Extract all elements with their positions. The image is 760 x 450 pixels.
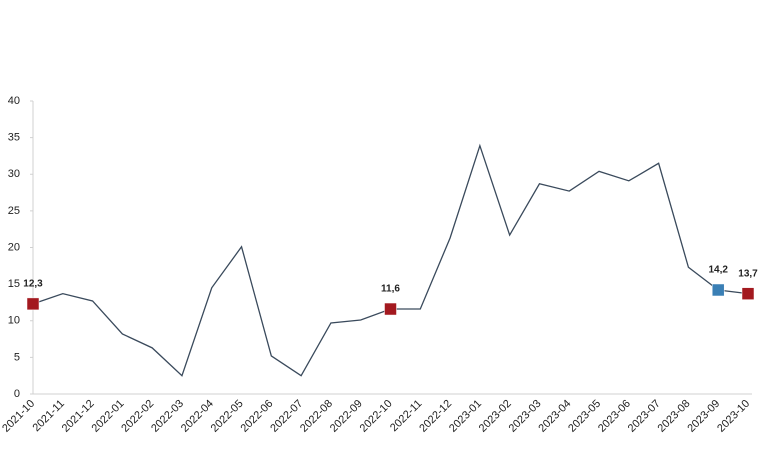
x-tick-label: 2022-10 xyxy=(358,398,395,435)
y-tick-label: 10 xyxy=(8,315,20,327)
marker xyxy=(711,283,725,297)
data-label: 13,7 xyxy=(738,268,758,279)
y-tick-label: 35 xyxy=(8,132,20,144)
marker xyxy=(741,287,755,300)
y-tick-label: 5 xyxy=(14,351,20,363)
marker xyxy=(384,302,397,316)
y-tick-label: 20 xyxy=(8,241,20,253)
x-tick-label: 2023-10 xyxy=(715,398,752,435)
y-tick-label: 25 xyxy=(8,205,20,217)
data-label: 11,6 xyxy=(381,284,400,295)
data-label: 12,3 xyxy=(23,279,43,290)
data-label: 14,2 xyxy=(708,265,728,276)
y-tick-label: 15 xyxy=(8,278,20,290)
y-tick-label: 0 xyxy=(14,388,20,400)
marker xyxy=(26,297,40,311)
y-tick-label: 40 xyxy=(8,95,20,107)
y-tick-label: 30 xyxy=(8,168,20,180)
x-tick-label: 2021-10 xyxy=(0,398,37,435)
line xyxy=(32,143,749,377)
